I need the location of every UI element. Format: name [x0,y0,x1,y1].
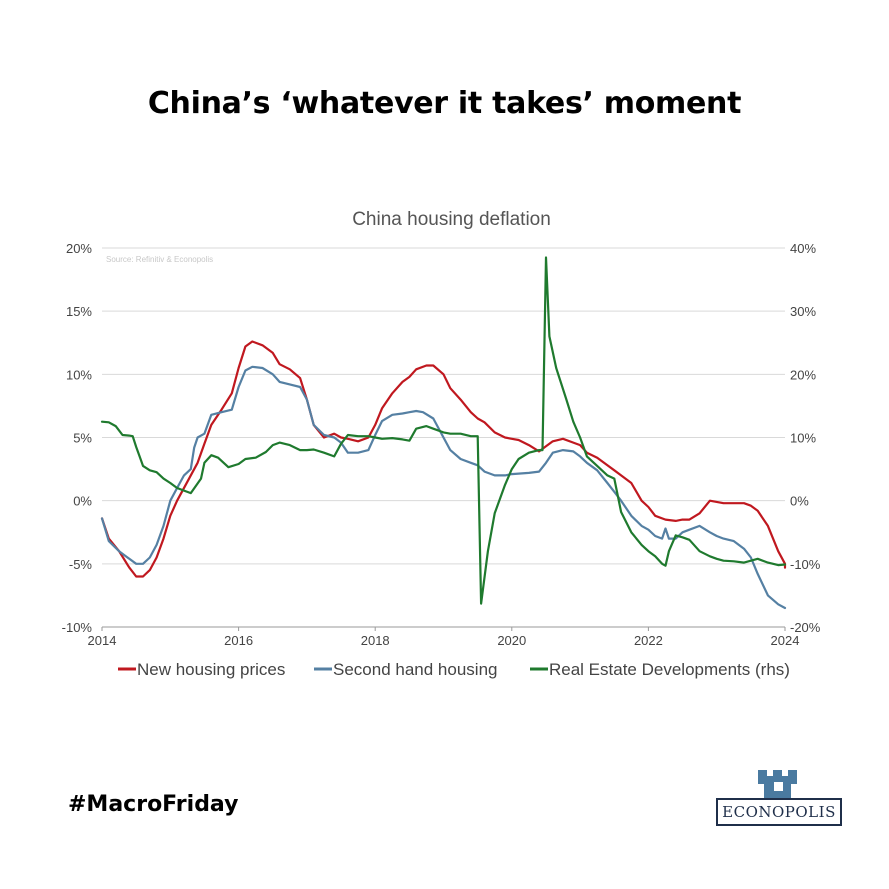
y-right-tick-label: 30% [790,304,816,319]
y-left-tick-label: -5% [69,557,93,572]
x-tick-label: 2024 [771,633,800,648]
x-tick-label: 2020 [497,633,526,648]
series-line [100,256,787,605]
y-right-tick-label: 0% [790,494,809,509]
castle-tower-icon [758,770,797,802]
x-tick-label: 2014 [88,633,117,648]
y-left-tick-label: 5% [73,431,92,446]
legend-label: Second hand housing [333,660,497,679]
series-line [100,365,787,610]
y-left-tick-label: 10% [66,367,92,382]
headline: China’s ‘whatever it takes’ moment [147,86,742,121]
logo-box: ECONOPOLIS [716,798,842,826]
y-right-tick-label: -20% [790,620,821,635]
y-left-tick-label: -10% [62,620,93,635]
y-right-tick-label: 20% [790,367,816,382]
legend-label: Real Estate Developments (rhs) [549,660,790,679]
legend-label: New housing prices [137,660,285,679]
source-note: Source: Refinitiv & Econopolis [106,255,213,264]
y-right-tick-label: -10% [790,557,821,572]
logo-wordmark: ECONOPOLIS [722,803,836,821]
y-left-tick-label: 20% [66,241,92,256]
chart-title: China housing deflation [352,209,551,230]
y-left-tick-label: 15% [66,304,92,319]
econopolis-logo: ECONOPOLIS [716,768,842,828]
x-tick-label: 2016 [224,633,253,648]
hashtag: #MacroFriday [68,792,239,817]
y-right-tick-label: 10% [790,431,816,446]
line-chart: China housing deflation 20% 15% 10% 5% 0% -5% -… [62,209,821,679]
y-left-tick-label: 0% [73,494,92,509]
x-tick-label: 2018 [361,633,390,648]
x-tick-label: 2022 [634,633,663,648]
y-right-tick-label: 40% [790,241,816,256]
series-line [100,340,787,578]
